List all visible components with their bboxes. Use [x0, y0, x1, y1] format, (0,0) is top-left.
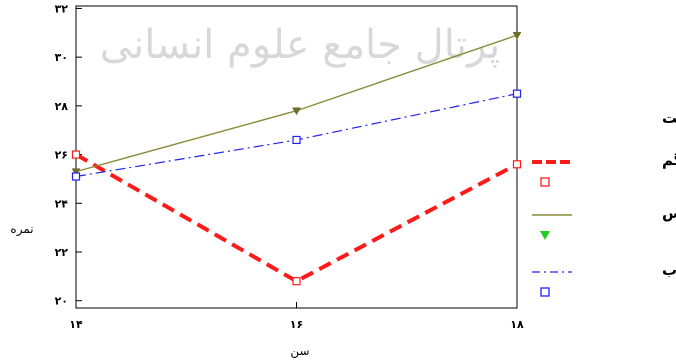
legend-label: مطلوب	[662, 261, 676, 279]
x-axis: ۱۴ ۱۶ ۱۸	[69, 302, 524, 331]
data-point	[512, 89, 522, 98]
watermark: پرتال جامع علوم انسانی	[100, 22, 501, 68]
legend-marker	[540, 231, 550, 240]
data-point	[71, 150, 81, 159]
y-tick-label: ۳۲	[55, 2, 69, 15]
y-tick-label: ۲۸	[55, 100, 69, 113]
data-point	[512, 31, 522, 40]
x-tick-label: ۱۴	[69, 318, 83, 331]
series-layer	[71, 31, 522, 286]
x-tick-label: ۱۸	[510, 318, 524, 331]
series-line	[75, 93, 518, 178]
data-point	[292, 107, 301, 116]
x-tick-label: ۱۶	[290, 318, 303, 331]
legend-marker	[540, 287, 550, 297]
data-point	[71, 168, 81, 177]
data-point	[292, 135, 301, 145]
legend-marker	[540, 177, 550, 187]
y-tick-label: ۲۰	[55, 295, 68, 308]
legend-label: پیش رس	[662, 204, 676, 223]
y-tick-label: ۳۰	[55, 51, 68, 64]
data-point	[512, 160, 522, 169]
legend-title: پایگاه هویت	[662, 109, 676, 128]
y-axis-title: نمره	[10, 222, 33, 237]
legend-label: سردرگم	[662, 151, 676, 169]
y-tick-label: ۲۲	[55, 246, 69, 259]
y-tick-label: ۲۴	[55, 197, 69, 210]
x-axis-title: سن	[290, 344, 309, 359]
data-point	[292, 277, 301, 286]
data-point	[71, 172, 81, 181]
series-line	[75, 152, 518, 284]
legend: پایگاه هویت سردرگم پیش رس مطلوب	[532, 109, 676, 297]
y-tick-label: ۲۶	[55, 149, 68, 162]
